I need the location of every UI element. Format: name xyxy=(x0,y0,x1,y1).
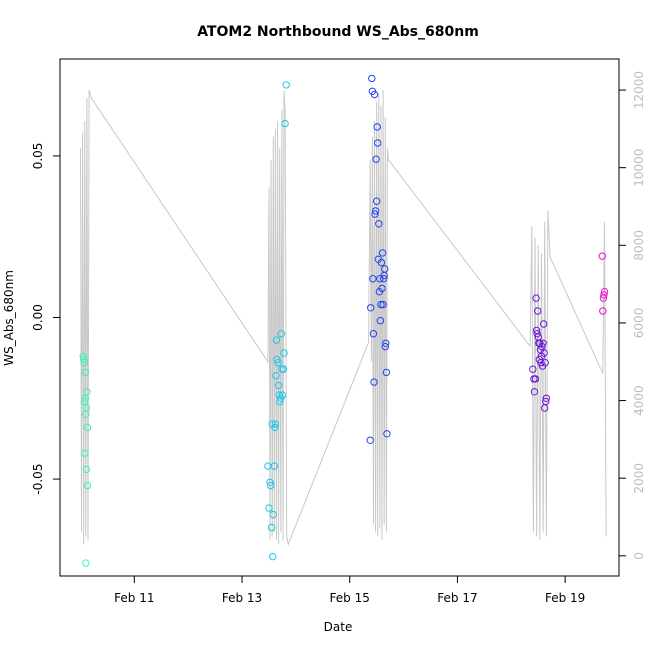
y2-tick-label: 12000 xyxy=(632,71,646,109)
data-point-series-5 xyxy=(599,307,607,315)
data-point-series-2 xyxy=(274,359,282,367)
data-point-series-2 xyxy=(274,381,283,390)
y2-tick-label: 10000 xyxy=(632,149,646,187)
data-point-series-4 xyxy=(530,388,539,396)
data-point-series-4 xyxy=(539,339,547,347)
data-point-series-5 xyxy=(600,288,609,296)
data-point-series-3 xyxy=(381,342,389,351)
data-point-series-2 xyxy=(270,462,278,470)
data-point-series-3 xyxy=(378,284,386,293)
y-axis-left: -0.05 0.00 0.05 xyxy=(31,143,61,495)
data-point-series-1 xyxy=(83,388,91,396)
data-point-series-2 xyxy=(279,365,288,373)
data-point-series-3 xyxy=(370,90,379,99)
data-point-series-1 xyxy=(82,559,90,567)
y-axis-right: 0 2000 4000 6000 8000 10000 12000 xyxy=(618,71,646,560)
data-point-series-3 xyxy=(377,258,386,267)
data-point-series-4 xyxy=(529,365,537,373)
data-point-series-2 xyxy=(278,391,287,399)
data-point-series-3 xyxy=(377,300,385,309)
data-point-series-2 xyxy=(269,552,277,561)
data-point-series-2 xyxy=(280,349,288,357)
data-point-series-4 xyxy=(541,359,549,367)
data-point-series-2 xyxy=(267,523,276,532)
data-point-series-4 xyxy=(531,375,540,383)
y-tick-label: -0.05 xyxy=(31,464,45,495)
data-point-series-2 xyxy=(265,504,273,512)
x-tick-label: Feb 17 xyxy=(437,591,477,605)
data-point-series-3 xyxy=(368,74,376,83)
data-point-series-3 xyxy=(373,123,381,131)
data-point-series-5 xyxy=(598,252,606,260)
y-tick-label: 0.00 xyxy=(31,304,45,331)
data-point-series-2 xyxy=(266,481,275,490)
data-point-series-1 xyxy=(82,465,91,474)
data-point-series-2 xyxy=(273,355,281,364)
data-point-series-3 xyxy=(371,210,379,218)
data-point-series-3 xyxy=(383,430,391,438)
y-axis-label: WS_Abs_680nm xyxy=(2,270,16,366)
data-point-series-1 xyxy=(83,481,92,490)
data-point-series-2 xyxy=(282,81,290,89)
data-point-series-1 xyxy=(82,404,91,412)
data-point-series-2 xyxy=(276,397,284,406)
y2-tick-label: 8000 xyxy=(632,230,646,261)
scatter-points-layer xyxy=(79,74,609,567)
data-point-series-4 xyxy=(538,342,546,351)
data-point-series-4 xyxy=(534,307,542,315)
data-point-series-3 xyxy=(379,300,387,309)
data-point-series-4 xyxy=(542,394,550,402)
data-point-series-3 xyxy=(371,207,380,215)
data-point-series-1 xyxy=(81,449,89,457)
data-point-series-4 xyxy=(540,349,548,357)
data-point-series-3 xyxy=(380,275,388,283)
data-point-series-2 xyxy=(269,510,277,519)
secondary-series-line xyxy=(80,89,607,546)
data-point-series-3 xyxy=(382,339,390,347)
data-point-series-3 xyxy=(381,265,389,273)
y2-tick-label: 4000 xyxy=(632,385,646,416)
data-point-series-3 xyxy=(375,220,383,228)
x-axis: Feb 11 Feb 13 Feb 15 Feb 17 Feb 19 xyxy=(114,575,585,605)
data-point-series-3 xyxy=(374,139,382,147)
data-point-series-4 xyxy=(533,330,541,338)
x-axis-label: Date xyxy=(324,620,353,634)
data-point-series-3 xyxy=(378,249,387,257)
y2-tick-label: 2000 xyxy=(632,463,646,494)
data-point-series-1 xyxy=(80,355,88,364)
data-point-series-3 xyxy=(369,275,377,283)
data-point-series-1 xyxy=(80,359,88,367)
data-point-series-3 xyxy=(373,197,381,205)
data-point-series-2 xyxy=(271,420,280,428)
data-point-series-2 xyxy=(272,336,281,344)
y2-tick-label: 0 xyxy=(632,552,646,560)
data-point-series-4 xyxy=(539,320,548,328)
y2-tick-label: 6000 xyxy=(632,308,646,339)
data-point-series-3 xyxy=(366,436,374,444)
secondary-line-layer xyxy=(80,89,607,546)
data-point-series-2 xyxy=(281,119,289,128)
data-point-series-3 xyxy=(382,368,391,377)
data-point-series-1 xyxy=(81,368,90,377)
x-tick-label: Feb 15 xyxy=(330,591,370,605)
y-tick-label: 0.05 xyxy=(31,143,45,170)
data-point-series-2 xyxy=(266,478,274,486)
x-tick-label: Feb 13 xyxy=(222,591,262,605)
data-point-series-3 xyxy=(370,378,378,386)
data-point-series-2 xyxy=(272,372,280,380)
data-point-series-3 xyxy=(367,304,375,312)
data-point-series-5 xyxy=(600,291,608,299)
data-point-series-2 xyxy=(271,423,279,432)
data-point-series-3 xyxy=(369,330,378,338)
data-point-series-2 xyxy=(277,330,285,338)
x-tick-label: Feb 19 xyxy=(545,591,585,605)
chart-title: ATOM2 Northbound WS_Abs_680nm xyxy=(197,24,479,40)
data-point-series-3 xyxy=(376,317,385,325)
x-tick-label: Feb 11 xyxy=(114,591,154,605)
data-point-series-3 xyxy=(372,155,380,163)
data-point-series-4 xyxy=(542,397,550,406)
data-point-series-4 xyxy=(532,294,540,302)
data-point-series-1 xyxy=(83,423,92,432)
